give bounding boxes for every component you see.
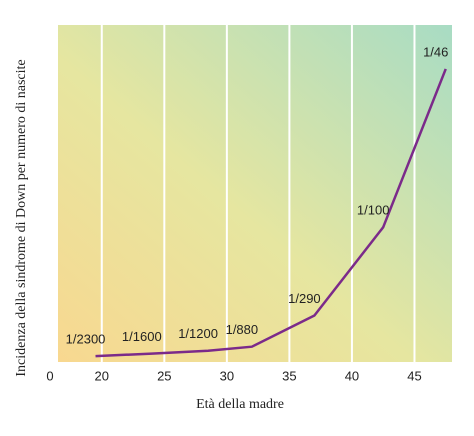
x-tick-label: 25	[157, 368, 171, 383]
y-axis-label: Incidenza della sindrome di Down per num…	[14, 59, 29, 376]
x-tick-label: 40	[345, 368, 359, 383]
data-label: 1/46	[423, 44, 448, 59]
data-label: 1/880	[226, 322, 259, 337]
x-tick-label: 35	[282, 368, 296, 383]
data-label: 1/1600	[122, 329, 162, 344]
data-label: 1/100	[357, 203, 390, 218]
data-label: 1/290	[288, 291, 321, 306]
x-tick-label: 30	[220, 368, 234, 383]
x-tick-label: 20	[95, 368, 109, 383]
x-axis-label: Età della madre	[196, 397, 284, 412]
data-line	[95, 68, 447, 358]
plot-area	[58, 25, 452, 362]
data-label: 1/2300	[66, 332, 106, 347]
x-tick-label: 45	[407, 368, 421, 383]
data-label: 1/1200	[178, 326, 218, 341]
x-tick-label: 0	[46, 368, 53, 383]
